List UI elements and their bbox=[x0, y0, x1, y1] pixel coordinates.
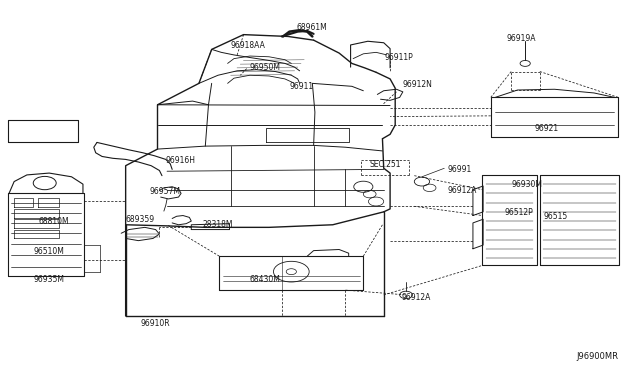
Text: 96921: 96921 bbox=[534, 124, 558, 133]
Text: 96512P: 96512P bbox=[505, 208, 534, 217]
Text: 96911P: 96911P bbox=[385, 53, 413, 62]
Text: 96912A: 96912A bbox=[401, 293, 431, 302]
Text: 96911: 96911 bbox=[289, 82, 314, 91]
Text: 96912N: 96912N bbox=[403, 80, 433, 89]
Text: J96900MR: J96900MR bbox=[576, 352, 618, 361]
Text: 96935M: 96935M bbox=[33, 275, 64, 283]
Text: 96957M: 96957M bbox=[149, 187, 180, 196]
Text: 96919A: 96919A bbox=[506, 34, 536, 43]
Text: 68810M: 68810M bbox=[38, 217, 69, 225]
Text: 96991: 96991 bbox=[447, 165, 472, 174]
Text: 28318M: 28318M bbox=[202, 220, 232, 229]
Text: 96916H: 96916H bbox=[166, 156, 196, 166]
Text: 68961M: 68961M bbox=[297, 23, 328, 32]
Text: 96930M: 96930M bbox=[511, 180, 542, 189]
Text: 68430M: 68430M bbox=[250, 275, 281, 283]
Text: 96912A: 96912A bbox=[447, 186, 477, 195]
Text: 689359: 689359 bbox=[125, 215, 155, 224]
Text: SEC.251: SEC.251 bbox=[370, 160, 401, 169]
Text: 96910R: 96910R bbox=[140, 319, 170, 328]
Text: 96510M: 96510M bbox=[33, 247, 64, 256]
Text: 96918AA: 96918AA bbox=[231, 41, 266, 50]
Text: 96950M: 96950M bbox=[250, 63, 281, 72]
Text: 96515: 96515 bbox=[543, 212, 567, 221]
